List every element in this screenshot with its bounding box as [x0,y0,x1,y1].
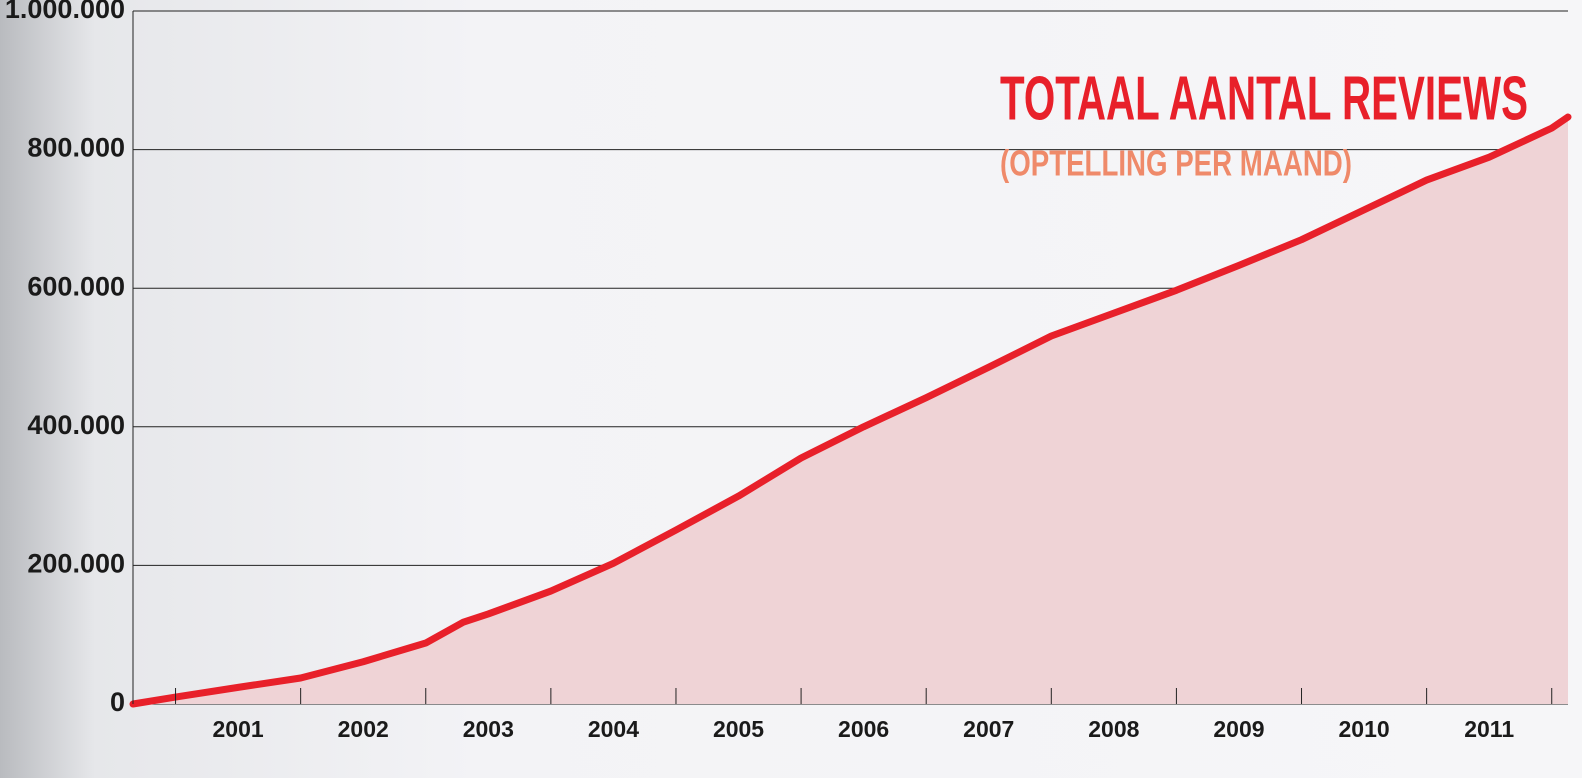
y-tick-label: 200.000 [27,549,125,579]
y-tick-label: 600.000 [27,271,125,301]
x-tick-label: 2008 [1088,716,1139,742]
x-tick-label: 2003 [463,716,514,742]
chart-title: TOTAAL AANTAL REVIEWS [1000,64,1528,133]
x-tick-label: 2007 [963,716,1014,742]
x-tick-label: 2010 [1338,716,1389,742]
y-tick-label: 1.000.000 [5,0,125,24]
y-tick-label: 0 [110,687,125,717]
x-tick-label: 2011 [1464,716,1514,742]
x-tick-label: 2002 [338,716,389,742]
chart-subtitle: (OPTELLING PER MAAND) [1000,143,1352,184]
area-fill [133,117,1568,705]
y-tick-label: 800.000 [27,133,125,163]
x-tick-label: 2004 [588,716,639,742]
x-tick-label: 2001 [213,716,264,742]
x-tick-label: 2006 [838,716,889,742]
x-tick-label: 2005 [713,716,764,742]
y-tick-label: 400.000 [27,410,125,440]
area-line [129,113,1572,708]
x-tick-label: 2009 [1213,716,1264,742]
